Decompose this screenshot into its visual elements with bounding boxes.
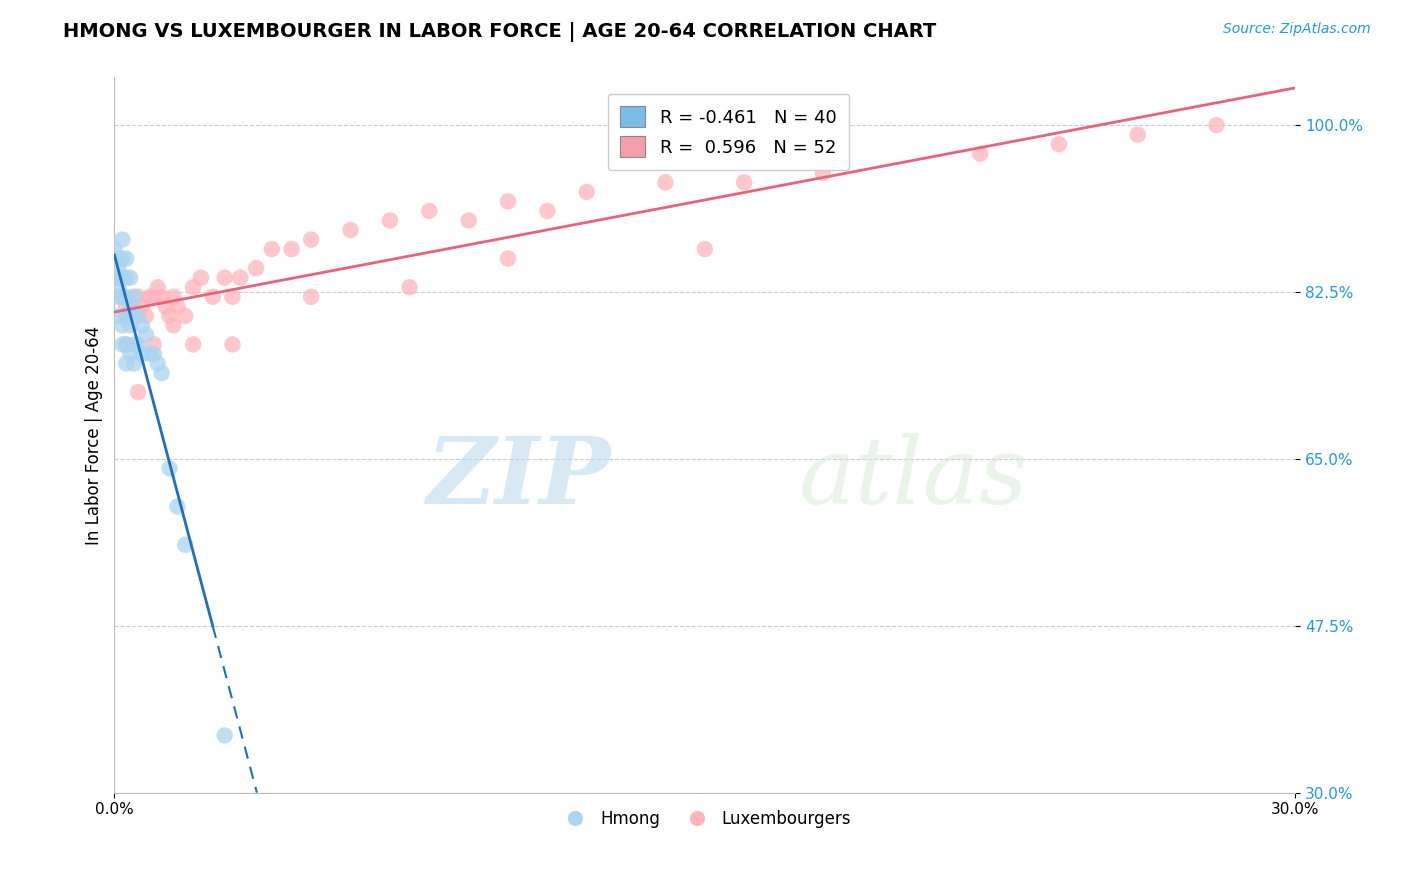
Point (111, 270, 134, 285)
Point (115, 299, 138, 313)
Point (127, 290, 149, 304)
Point (166, 500, 188, 514)
Text: Source: ZipAtlas.com: Source: ZipAtlas.com (1223, 22, 1371, 37)
Point (201, 290, 224, 304)
Point (221, 337, 243, 351)
Point (127, 337, 149, 351)
Point (111, 290, 134, 304)
Point (111, 252, 134, 266)
Point (115, 337, 138, 351)
Point (1047, 137, 1070, 152)
Point (146, 357, 169, 371)
Point (115, 290, 138, 304)
Point (146, 280, 169, 294)
Point (299, 233, 322, 247)
Point (122, 309, 145, 323)
Point (115, 309, 138, 323)
Point (122, 309, 145, 323)
Point (115, 270, 138, 285)
Point (120, 299, 142, 313)
Point (122, 337, 145, 351)
Point (969, 146, 991, 161)
Point (1126, 128, 1149, 142)
Point (122, 290, 145, 304)
Point (654, 175, 676, 189)
Point (214, 728, 236, 742)
Point (120, 347, 142, 361)
Point (103, 270, 125, 285)
Point (127, 385, 149, 400)
Point (135, 309, 157, 323)
Point (496, 194, 519, 209)
Point (135, 327, 157, 342)
Point (733, 175, 755, 189)
Point (111, 233, 134, 247)
Point (107, 280, 129, 294)
Point (221, 290, 243, 304)
Point (115, 337, 138, 351)
Point (131, 318, 153, 333)
Text: atlas: atlas (799, 433, 1029, 523)
Point (260, 242, 283, 256)
Point (131, 347, 153, 361)
Point (299, 290, 322, 304)
Point (120, 299, 142, 313)
Point (174, 538, 197, 552)
Legend: Hmong, Luxembourgers: Hmong, Luxembourgers (551, 803, 858, 834)
Point (107, 290, 129, 304)
Point (159, 309, 181, 323)
Point (150, 366, 173, 380)
Point (115, 252, 138, 266)
Point (181, 337, 204, 351)
Point (174, 309, 197, 323)
Point (693, 242, 716, 256)
Point (229, 270, 252, 285)
Point (103, 242, 125, 256)
Point (107, 309, 129, 323)
Point (378, 213, 401, 227)
Point (142, 290, 165, 304)
Point (162, 290, 184, 304)
Point (159, 461, 181, 475)
Point (131, 299, 153, 313)
Text: HMONG VS LUXEMBOURGER IN LABOR FORCE | AGE 20-64 CORRELATION CHART: HMONG VS LUXEMBOURGER IN LABOR FORCE | A… (63, 22, 936, 42)
Point (127, 309, 149, 323)
Point (418, 203, 440, 218)
Point (139, 290, 162, 304)
Point (190, 270, 212, 285)
Point (111, 337, 134, 351)
Point (111, 290, 134, 304)
Point (214, 270, 236, 285)
Point (139, 347, 162, 361)
Point (398, 280, 420, 294)
Point (339, 223, 361, 237)
Point (120, 318, 142, 333)
Point (575, 185, 598, 199)
Point (536, 203, 558, 218)
Point (811, 166, 834, 180)
Point (245, 261, 267, 276)
Point (181, 280, 204, 294)
Point (166, 299, 188, 313)
Point (107, 270, 129, 285)
Text: ZIP: ZIP (426, 433, 610, 523)
Point (115, 309, 138, 323)
Point (496, 252, 519, 266)
Point (107, 252, 129, 266)
Point (107, 261, 129, 276)
Point (1205, 118, 1227, 132)
Point (142, 337, 165, 351)
Point (162, 318, 184, 333)
Point (155, 299, 177, 313)
Point (115, 357, 138, 371)
Point (122, 357, 145, 371)
Point (280, 242, 302, 256)
Point (457, 213, 479, 227)
Point (111, 318, 134, 333)
Point (150, 290, 173, 304)
Point (120, 270, 142, 285)
Point (142, 347, 165, 361)
Y-axis label: In Labor Force | Age 20-64: In Labor Force | Age 20-64 (86, 326, 103, 545)
